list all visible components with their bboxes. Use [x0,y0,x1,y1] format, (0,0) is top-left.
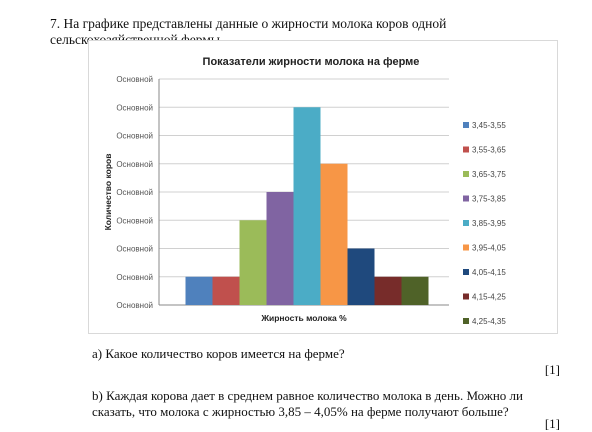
bar-3,85-3,95 [293,107,321,305]
bar-3,75-3,85 [266,192,294,305]
y-tick-label: Основной [116,301,153,310]
legend-swatch [463,220,469,226]
legend-swatch [463,195,469,202]
chart-container: Показатели жирности молока на ферме Основ… [88,40,558,334]
question-b: b) Каждая корова дает в среднем равное к… [92,388,523,419]
y-tick-label: Основной [116,160,153,169]
bar-3,55-3,65 [212,276,240,305]
legend-swatch [463,293,469,300]
legend-swatch [463,122,469,128]
y-tick-label: Основной [116,188,153,197]
chart-title: Показатели жирности молока на ферме [203,56,420,68]
bar-4,05-4,15 [347,248,375,305]
y-tick-label: Основной [116,132,153,141]
legend-swatch [463,146,469,153]
bar-4,15-4,25 [374,276,402,305]
chart-svg: Показатели жирности молока на ферме Основ… [103,56,506,326]
legend-entry: 4,15-4,25 [472,293,506,302]
legend-swatch [463,171,469,177]
y-tick-label: Основной [116,245,153,254]
legend-entry: 3,45-3,55 [472,121,506,130]
bar-3,65-3,75 [239,220,267,305]
question-b-mark: [1] [544,416,560,431]
legend-entry: 3,65-3,75 [472,170,506,179]
bar-3,95-4,05 [320,163,348,305]
question-a: a) Какое количество коров имеется на фер… [92,346,345,361]
legend-entry: 3,95-4,05 [472,244,506,253]
y-tick-label: Основной [116,273,153,282]
legend-entry: 3,85-3,95 [472,219,506,228]
y-axis-label: Количество коров [103,154,113,231]
bar-3,45-3,55 [185,276,213,305]
x-axis-label: Жирность молока % [260,313,347,323]
bar-4,25-4,35 [401,276,429,305]
legend-swatch [463,269,469,275]
y-tick-label: Основной [116,216,153,225]
legend-entry: 3,55-3,65 [472,146,506,155]
legend-entry: 3,75-3,85 [472,195,506,204]
y-tick-label: Основной [116,103,153,112]
question-a-mark: [1] [544,362,560,377]
legend-entry: 4,25-4,35 [472,317,506,326]
legend-swatch [463,244,469,251]
legend-swatch [463,318,469,324]
legend-entry: 4,05-4,15 [472,268,506,277]
y-tick-label: Основной [116,75,153,84]
